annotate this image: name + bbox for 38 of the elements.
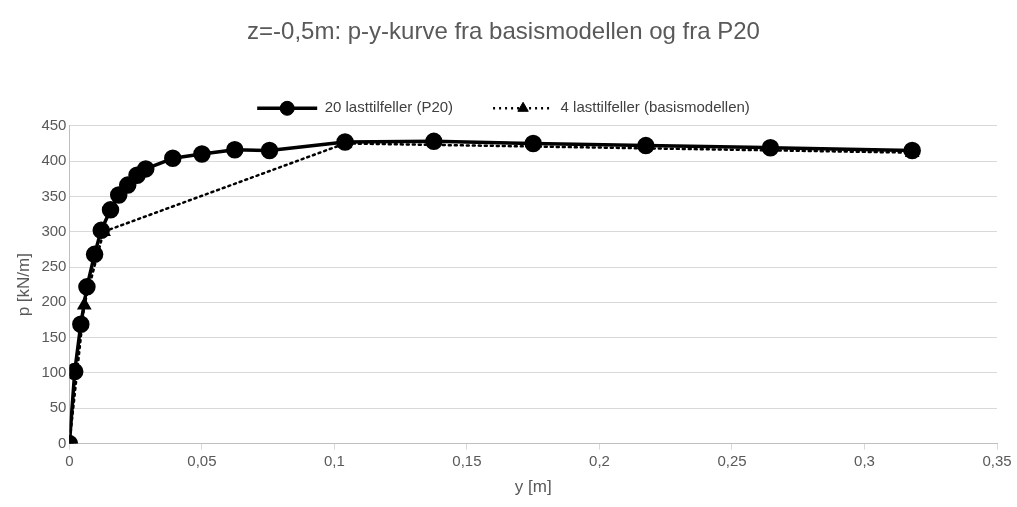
x-tick-label: 0,25 [717, 451, 747, 469]
point [109, 186, 128, 204]
point [101, 201, 120, 219]
point [92, 221, 110, 240]
legend-label: 20 lasttilfeller (P20) [324, 98, 454, 116]
point [118, 176, 137, 194]
y-tick-label: 350 [41, 186, 67, 204]
point [524, 134, 542, 153]
point [260, 141, 279, 160]
y-tick-label: 400 [41, 151, 67, 169]
y-tick-label: 200 [41, 292, 67, 310]
point [193, 145, 211, 163]
point [85, 245, 104, 264]
point [137, 160, 155, 178]
point [226, 141, 244, 159]
chart-title: z=-0,5m: p-y-kurve fra basismodellen og fra P20 [247, 17, 760, 45]
x-tick-label: 0,15 [452, 451, 482, 469]
point [425, 132, 443, 151]
x-tick-label: 0,05 [187, 451, 217, 469]
x-axis-title: y [m] [514, 477, 552, 497]
y-tick-label: 50 [49, 398, 67, 416]
point [164, 149, 182, 168]
x-tick-label: 0,2 [589, 451, 610, 469]
y-tick-label: 450 [41, 115, 67, 133]
y-axis-title: p [kN/m] [13, 253, 33, 317]
point [78, 278, 96, 296]
y-tick-label: 0 [58, 433, 67, 451]
y-tick-label: 250 [41, 257, 67, 275]
legend-label: 4 lasttilfeller (basismodellen) [560, 98, 750, 116]
point [761, 138, 780, 157]
point [637, 136, 655, 155]
y-tick-label: 150 [41, 327, 67, 345]
x-tick-label: 0,3 [854, 451, 875, 469]
x-tick-label: 0,1 [324, 451, 345, 469]
x-tick-label: 0,35 [982, 451, 1012, 469]
y-tick-label: 100 [41, 363, 67, 381]
point [72, 315, 90, 333]
y-tick-label: 300 [41, 221, 67, 239]
